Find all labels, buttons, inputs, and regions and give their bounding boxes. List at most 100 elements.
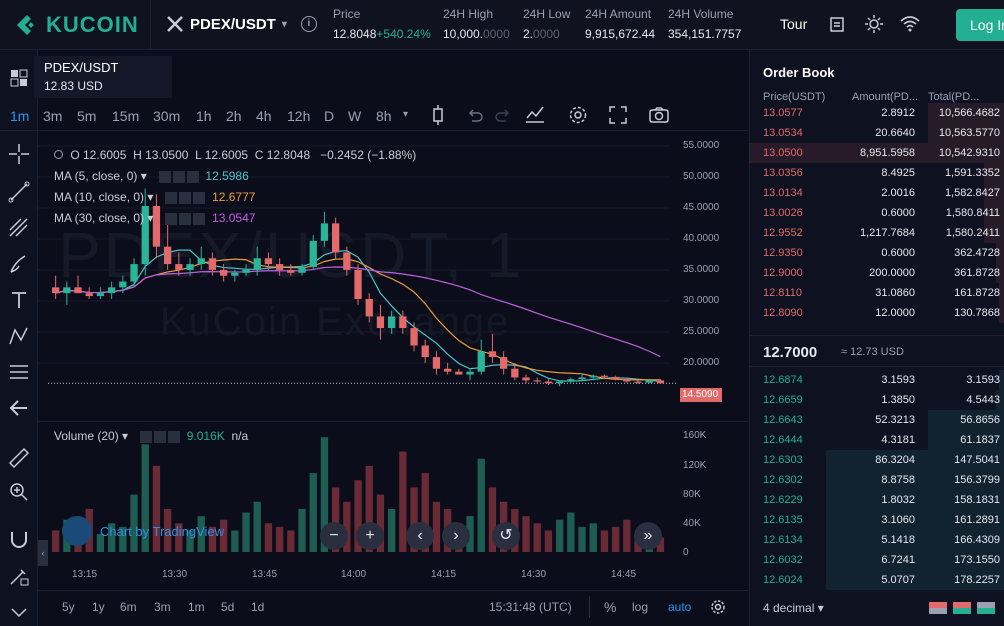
zoom-out-button[interactable]: − <box>320 522 348 550</box>
undo-icon[interactable] <box>466 106 484 124</box>
ask-row[interactable]: 13.0500 8,951.5958 10,542.9310 <box>749 143 1004 163</box>
range-5d[interactable]: 5d <box>221 600 235 614</box>
info-icon[interactable]: i <box>300 16 317 32</box>
timeframe-12h[interactable]: 12h <box>287 108 311 124</box>
timeframe-1h[interactable]: 1h <box>196 108 212 124</box>
candle-type-icon[interactable] <box>428 104 448 126</box>
ob-price: 12.8090 <box>763 307 803 319</box>
timeframe-30m[interactable]: 30m <box>153 108 181 124</box>
decimal-selector[interactable]: 4 decimal ▾ <box>763 601 824 615</box>
ask-row[interactable]: 12.8090 12.0000 130.7868 <box>749 303 1004 323</box>
timeframe-dropdown-icon[interactable]: ▾ <box>403 109 409 120</box>
ma30-legend[interactable]: MA (30, close, 0) ▾ 13.0547 <box>54 211 256 225</box>
zoom-in-button[interactable]: + <box>356 522 384 550</box>
hide-series-icon[interactable] <box>54 150 63 159</box>
theme-sun-icon[interactable] <box>864 14 884 34</box>
timeframe-5m[interactable]: 5m <box>77 108 97 124</box>
auto-scale-toggle[interactable]: auto <box>668 600 692 614</box>
bid-row[interactable]: 12.6444 4.3181 61.1837 <box>749 430 1004 450</box>
bid-row[interactable]: 12.6874 3.1593 3.1593 <box>749 370 1004 390</box>
timeframe-1m[interactable]: 1m <box>10 108 30 124</box>
ask-row[interactable]: 13.0356 8.4925 1,591.3352 <box>749 163 1004 183</box>
view-bids-icon[interactable] <box>977 602 995 614</box>
login-button[interactable]: Log In <box>956 9 1004 41</box>
settings-gear-icon[interactable] <box>568 105 588 125</box>
timeframe-w[interactable]: W <box>348 108 362 124</box>
tradingview-badge[interactable]: Chart by TradingView <box>62 516 224 546</box>
wifi-icon[interactable] <box>899 14 921 34</box>
ask-row[interactable]: 13.0134 2.0016 1,582.8427 <box>749 183 1004 203</box>
ask-row[interactable]: 12.8110 31.0860 161.8728 <box>749 283 1004 303</box>
percent-scale-toggle[interactable]: % <box>604 599 617 615</box>
timeframe-d[interactable]: D <box>324 108 335 124</box>
document-icon[interactable] <box>828 15 846 33</box>
range-6m[interactable]: 6m <box>120 600 137 614</box>
mid-price-bar: 12.7000 ≈ 12.73 USD <box>749 335 1004 367</box>
range-1y[interactable]: 1y <box>92 600 105 614</box>
fib-tool-icon[interactable] <box>7 216 31 240</box>
scroll-right-button[interactable]: › <box>442 522 470 550</box>
collapse-icon[interactable] <box>7 600 31 624</box>
ask-row[interactable]: 12.9350 0.6000 362.4728 <box>749 243 1004 263</box>
bid-row[interactable]: 12.6659 1.3850 4.5443 <box>749 390 1004 410</box>
log-scale-toggle[interactable]: log <box>632 600 649 614</box>
ob-total: 156.3799 <box>954 474 1000 486</box>
ask-row[interactable]: 12.9000 200.0000 361.8728 <box>749 263 1004 283</box>
fullscreen-icon[interactable] <box>608 105 628 125</box>
range-1d[interactable]: 1d <box>251 600 265 614</box>
ma10-legend[interactable]: MA (10, close, 0) ▾ 12.6777 <box>54 190 256 204</box>
timeframe-15m[interactable]: 15m <box>112 108 140 124</box>
bid-row[interactable]: 12.6135 3.1060 161.2891 <box>749 510 1004 530</box>
bid-row[interactable]: 12.6229 1.8032 158.1831 <box>749 490 1004 510</box>
layout-grid-icon[interactable] <box>7 66 31 90</box>
timeframe-3m[interactable]: 3m <box>43 108 63 124</box>
timeframe-4h[interactable]: 4h <box>256 108 272 124</box>
brush-icon[interactable] <box>7 252 31 276</box>
timeframe-2h[interactable]: 2h <box>226 108 242 124</box>
magnet-icon[interactable] <box>7 528 31 552</box>
bid-row[interactable]: 12.6643 52.3213 56.8656 <box>749 410 1004 430</box>
indicators-icon[interactable] <box>524 104 546 124</box>
trend-line-icon[interactable] <box>7 180 31 204</box>
ma5-legend[interactable]: MA (5, close, 0) ▾ 12.5986 <box>54 169 249 183</box>
utc-clock[interactable]: 15:31:48 (UTC) <box>489 600 572 614</box>
pair-selector[interactable]: PDEX/USDT ▾ i <box>166 15 317 33</box>
ask-row[interactable]: 13.0026 0.6000 1,580.8411 <box>749 203 1004 223</box>
tour-link[interactable]: Tour <box>780 16 808 32</box>
ask-row[interactable]: 13.0577 2.8912 10,566.4682 <box>749 103 1004 123</box>
ask-row[interactable]: 13.0534 20.6640 10,563.5770 <box>749 123 1004 143</box>
zoom-in-icon[interactable] <box>7 480 31 504</box>
redo-icon[interactable] <box>494 106 512 124</box>
bid-row[interactable]: 12.6303 86.3204 147.5041 <box>749 450 1004 470</box>
range-3m[interactable]: 3m <box>154 600 171 614</box>
reset-chart-button[interactable]: ↺ <box>492 522 520 550</box>
ask-row[interactable]: 12.9552 1,217.7684 1,580.2411 <box>749 223 1004 243</box>
kucoin-logo[interactable]: KUCOIN <box>14 12 139 38</box>
scroll-left-button[interactable]: ‹ <box>406 522 434 550</box>
prediction-icon[interactable] <box>7 360 31 384</box>
back-arrow-icon[interactable] <box>7 396 31 420</box>
range-5y[interactable]: 5y <box>62 600 75 614</box>
chart-settings-icon[interactable] <box>710 599 726 615</box>
lock-drawing-icon[interactable] <box>7 564 31 588</box>
ruler-icon[interactable] <box>7 446 31 470</box>
text-tool-icon[interactable] <box>7 288 31 312</box>
volume-bar <box>141 444 149 552</box>
scroll-to-latest-button[interactable]: » <box>634 522 662 550</box>
bid-row[interactable]: 12.6302 8.8758 156.3799 <box>749 470 1004 490</box>
ob-total: 173.1550 <box>954 554 1000 566</box>
bid-row[interactable]: 12.6134 5.1418 166.4309 <box>749 530 1004 550</box>
bid-row[interactable]: 12.6024 5.0707 178.2257 <box>749 570 1004 590</box>
crosshair-icon[interactable] <box>7 142 31 166</box>
expand-toolbar-button[interactable]: ‹ <box>38 540 48 566</box>
camera-snapshot-icon[interactable] <box>648 106 670 124</box>
range-1m[interactable]: 1m <box>188 600 205 614</box>
pane-divider[interactable] <box>38 421 748 422</box>
view-asks-icon[interactable] <box>929 602 947 614</box>
timeframe-8h[interactable]: 8h <box>376 108 392 124</box>
pattern-icon[interactable] <box>7 324 31 348</box>
volume-legend[interactable]: Volume (20) ▾ 9.016K n/a <box>54 429 249 443</box>
view-both-icon[interactable] <box>953 602 971 614</box>
volume-bar <box>477 458 485 552</box>
bid-row[interactable]: 12.6032 6.7241 173.1550 <box>749 550 1004 570</box>
